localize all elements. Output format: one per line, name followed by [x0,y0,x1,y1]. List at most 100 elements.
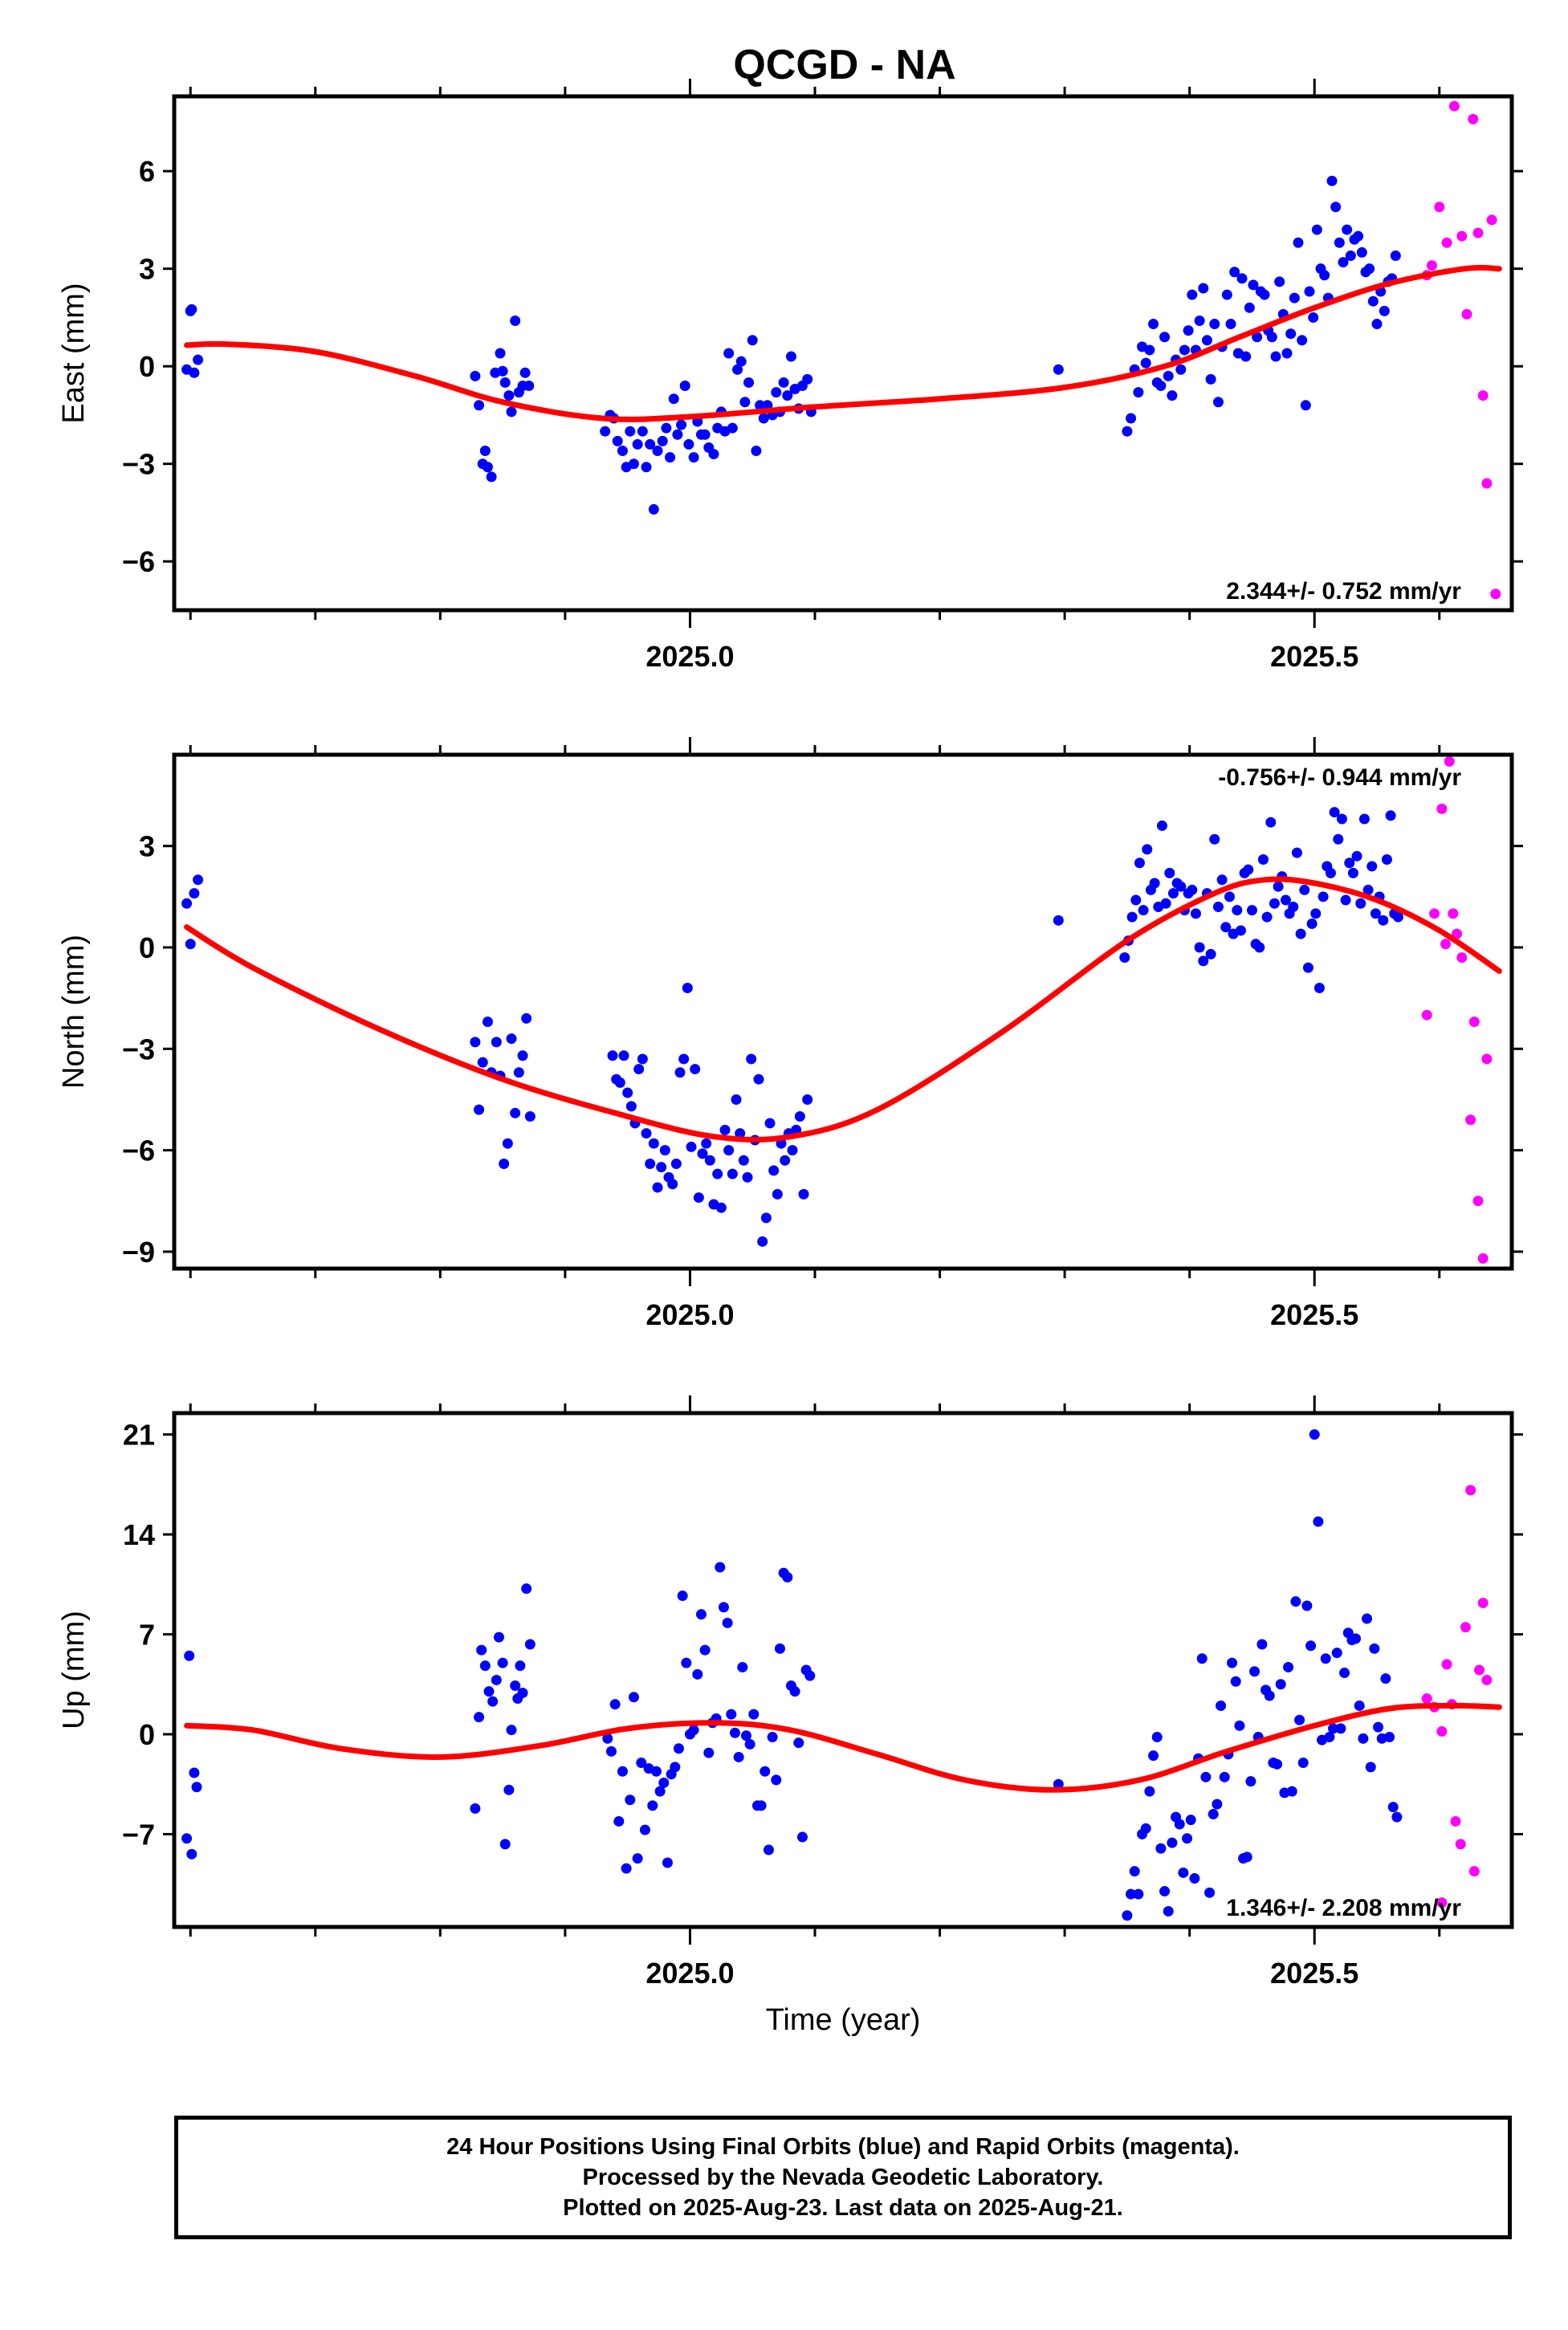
east-final-point [503,390,515,401]
up-final-point [186,1848,198,1860]
east-final-point [661,422,672,434]
east-final-point [743,377,755,388]
north-final-point [1381,854,1392,866]
north-final-point [1212,901,1224,912]
north-final-point [1392,911,1403,923]
north-final-point [506,1033,517,1045]
north-final-point [667,1179,678,1190]
up-final-point [673,1743,684,1754]
up-final-point [796,1831,808,1843]
up-final-point [782,1571,793,1583]
north-final-point [719,1124,731,1135]
up-final-point [654,1786,666,1797]
north-final-point [524,1111,536,1122]
up-final-point [499,1839,511,1850]
east-final-point [802,373,813,385]
up-rapid-point [1474,1664,1485,1676]
panels: −6 −3 0 3 6 2025.0 2025.5 East (mm) 2.344+/- 0.7… [57,79,1523,1990]
east-final-point [482,462,493,473]
north-final-point [1344,857,1355,869]
up-final-point [755,1800,767,1811]
up-final-point [1328,1723,1339,1734]
up-final-point [184,1650,195,1661]
up-final-point [1294,1714,1305,1725]
up-final-point [1230,1676,1241,1687]
up-final-point [1387,1802,1399,1813]
up-final-point [1245,1776,1256,1787]
up-final-point [1182,1833,1193,1844]
north-final-point [513,1067,524,1078]
east-final-point [1371,319,1383,330]
north-y-axis-label: North (mm) [57,935,91,1089]
up-final-point [677,1591,688,1602]
panel-east: −6 −3 0 3 6 2025.0 2025.5 East (mm) 2.344+/- 0.7… [57,79,1523,673]
up-final-point [1227,1657,1238,1668]
up-final-point [647,1800,658,1811]
east-rapid-point [1477,390,1489,401]
east-final-point [1330,202,1342,213]
up-frame [172,1411,1514,1929]
caption-line-1: 24 Hour Positions Using Final Orbits (bl… [446,2134,1240,2160]
east-final-point [1167,390,1178,401]
north-ytick-label: −3 [122,1033,155,1065]
east-final-point [510,315,521,326]
east-final-point [1293,237,1304,248]
east-ytick-label: 6 [139,155,155,188]
north-final-point [1265,817,1277,828]
north-rapid-point [1448,908,1459,919]
east-final-point [1326,175,1338,186]
north-rapid-point [1477,1253,1489,1264]
up-rapid-point [1441,1659,1452,1670]
east-final-point [652,446,663,457]
north-final-point [502,1138,513,1149]
east-final-point [1338,257,1349,268]
up-final-point [715,1562,726,1573]
east-final-point [1179,344,1190,356]
up-final-point [521,1583,532,1595]
up-final-point [1178,1867,1189,1878]
north-final-point [1302,962,1313,973]
north-rapid-point [1436,803,1448,814]
north-final-point [1187,884,1198,895]
up-final-point [470,1802,481,1814]
up-final-point [1331,1648,1342,1659]
north-final-point [641,1128,652,1139]
east-final-point [499,377,511,388]
up-final-point [771,1774,782,1786]
east-final-point [751,446,762,457]
east-final-point [1225,319,1236,330]
chart-title: QCGD - NA [733,42,955,88]
north-final-point [645,1158,656,1169]
east-rapid-point [1481,478,1493,489]
up-final-point [1126,1888,1137,1900]
up-final-point [1155,1843,1167,1854]
east-final-point [1183,325,1194,336]
east-rapid-point [1486,214,1497,226]
east-final-point [1175,364,1187,375]
north-final-point [727,1168,738,1179]
north-final-point [1194,942,1205,953]
north-final-point [1232,905,1243,916]
up-rapid-point [1465,1485,1476,1496]
up-final-point [1148,1750,1159,1762]
north-final-point [1126,911,1138,923]
north-final-point [1370,908,1381,919]
x-axis-label: Time (year) [766,2003,921,2037]
north-final-point [614,1077,625,1088]
north-final-point [674,1067,686,1078]
east-final-point [1311,224,1322,235]
east-fit-curve [184,264,1502,422]
east-rapid-point [1461,308,1472,320]
north-final-point [1306,919,1318,930]
north-final-point [1318,891,1329,902]
up-ytick-label: 7 [139,1619,155,1652]
east-final-point [1126,413,1137,424]
north-final-point [1273,881,1284,892]
up-final-point [1189,1873,1200,1884]
east-final-point [1274,276,1285,287]
up-final-point [1133,1888,1144,1900]
up-final-point [1365,1762,1376,1773]
up-ytick-label: 14 [123,1518,155,1551]
east-final-point [1353,230,1364,242]
up-final-point [733,1751,744,1762]
